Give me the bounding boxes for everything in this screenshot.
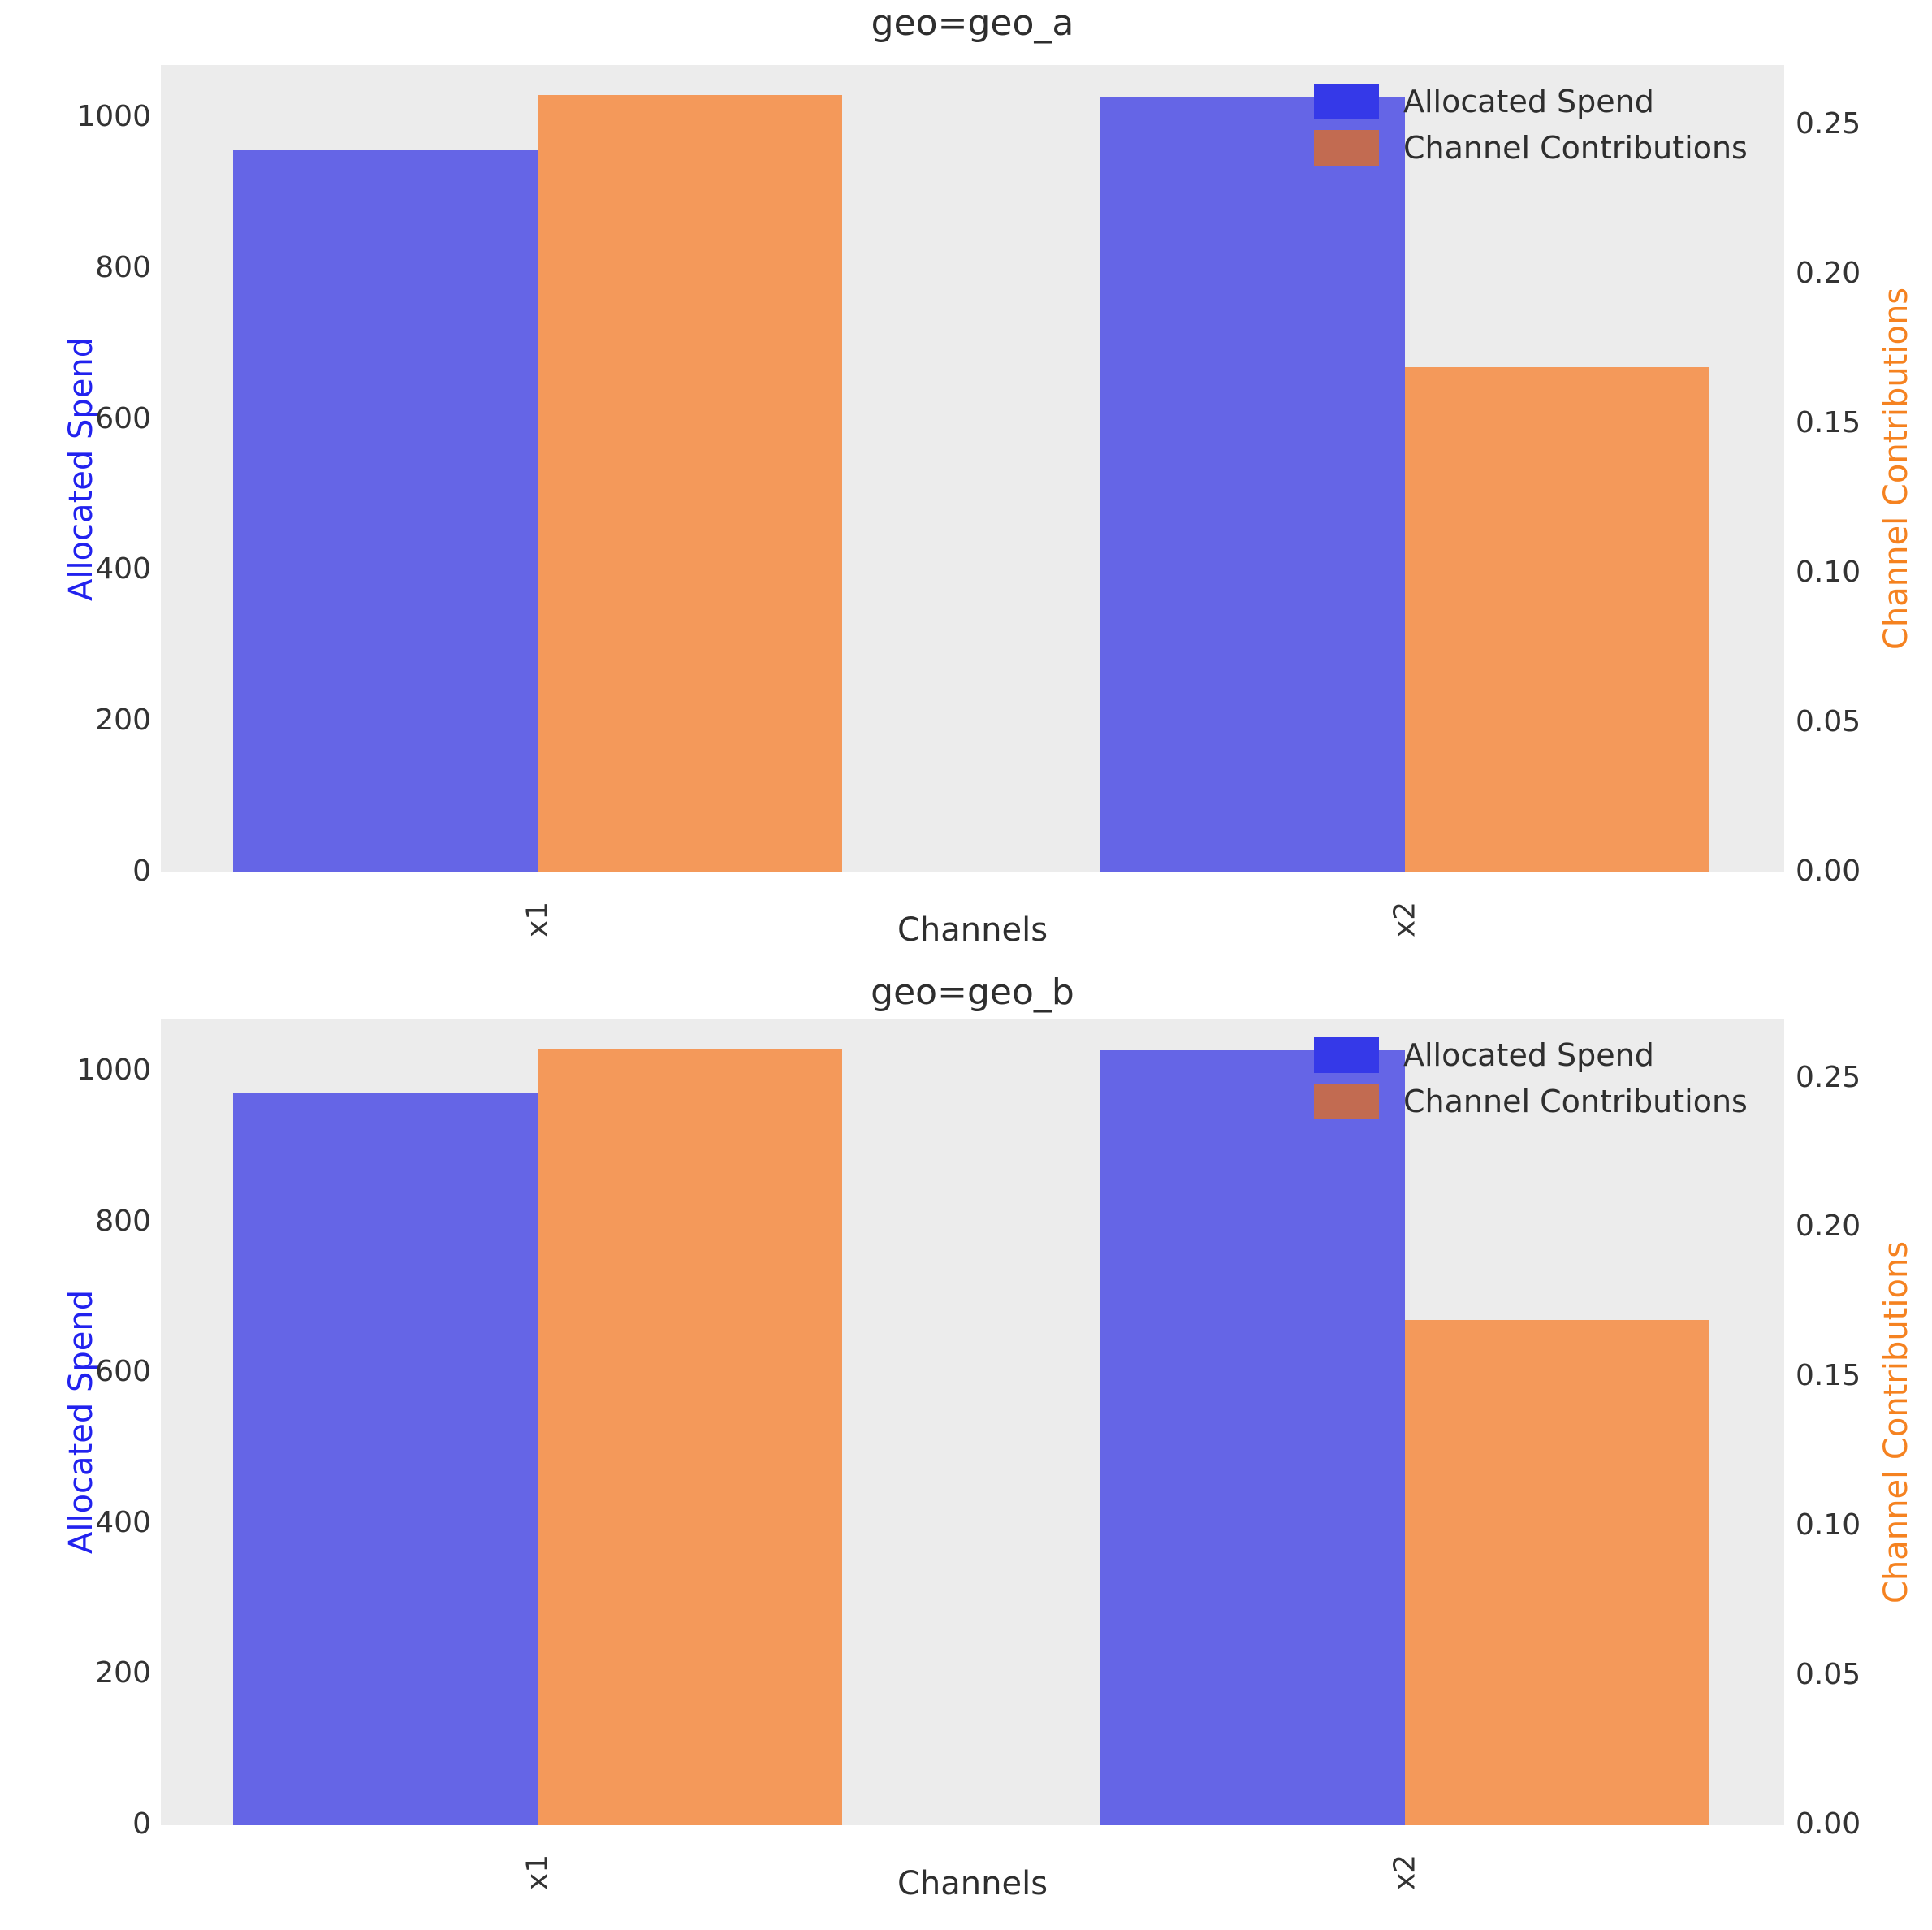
- y-tick-right: 0.15: [1796, 1359, 1861, 1393]
- y-tick-left: 600: [95, 401, 151, 435]
- chart-title-geo_b: geo=geo_b: [871, 971, 1074, 1013]
- legend-item: Allocated Spend: [1314, 1032, 1748, 1078]
- legend-swatch-allocated-spend: [1314, 83, 1379, 119]
- y-tick-right: 0.15: [1796, 405, 1861, 439]
- x-tick-x1: x1: [521, 901, 555, 938]
- y-tick-right: 0.00: [1796, 1807, 1861, 1841]
- y-tick-left: 1000: [76, 100, 151, 134]
- y-tick-right: 0.10: [1796, 555, 1861, 589]
- y-tick-right: 0.20: [1796, 1209, 1861, 1244]
- legend-label: Allocated Spend: [1403, 83, 1654, 119]
- y-tick-left: 400: [95, 552, 151, 586]
- legend: Allocated Spend Channel Contributions: [1314, 1032, 1748, 1124]
- y-tick-left: 800: [95, 1204, 151, 1238]
- y-tick-left: 600: [95, 1355, 151, 1389]
- y-axis-label-right: Channel Contributions: [1878, 287, 1915, 651]
- bar-channel-contributions-x2: [1405, 366, 1710, 872]
- chart-title-geo_a: geo=geo_a: [871, 2, 1074, 44]
- y-tick-left: 0: [132, 1807, 151, 1841]
- y-tick-right: 0.25: [1796, 1060, 1861, 1094]
- y-tick-right: 0.20: [1796, 256, 1861, 290]
- y-tick-right: 0.00: [1796, 855, 1861, 888]
- y-tick-right: 0.05: [1796, 1658, 1861, 1692]
- x-tick-x2: x2: [1388, 901, 1422, 938]
- x-axis-label: Channels: [897, 1865, 1048, 1902]
- legend-label: Channel Contributions: [1403, 129, 1748, 166]
- legend-swatch-channel-contributions: [1314, 129, 1379, 166]
- y-tick-left: 400: [95, 1505, 151, 1539]
- x-tick-x1: x1: [521, 1854, 555, 1891]
- legend-item: Channel Contributions: [1314, 1078, 1748, 1124]
- y-tick-right: 0.10: [1796, 1508, 1861, 1543]
- bar-allocated-spend-x2: [1100, 1049, 1406, 1825]
- legend: Allocated Spend Channel Contributions: [1314, 78, 1748, 171]
- y-tick-left: 800: [95, 250, 151, 284]
- legend-swatch-allocated-spend: [1314, 1036, 1379, 1073]
- bar-channel-contributions-x1: [537, 94, 842, 872]
- legend-label: Channel Contributions: [1403, 1083, 1748, 1119]
- legend-item: Channel Contributions: [1314, 124, 1748, 171]
- legend-label: Allocated Spend: [1403, 1036, 1654, 1073]
- x-tick-x2: x2: [1388, 1854, 1422, 1891]
- y-tick-left: 0: [132, 855, 151, 888]
- y-tick-right: 0.25: [1796, 106, 1861, 141]
- bar-channel-contributions-x1: [537, 1048, 842, 1825]
- y-tick-left: 200: [95, 703, 151, 738]
- bar-channel-contributions-x2: [1405, 1320, 1710, 1825]
- y-tick-left: 1000: [76, 1053, 151, 1087]
- x-axis-label: Channels: [897, 911, 1048, 949]
- legend-item: Allocated Spend: [1314, 78, 1748, 124]
- y-axis-label-left: Allocated Spend: [63, 336, 100, 601]
- y-axis-label-right: Channel Contributions: [1878, 1240, 1915, 1603]
- bar-allocated-spend-x2: [1100, 97, 1406, 872]
- bar-allocated-spend-x1: [232, 1092, 538, 1825]
- y-tick-left: 200: [95, 1656, 151, 1690]
- bar-allocated-spend-x1: [232, 149, 538, 872]
- y-axis-label-left: Allocated Spend: [63, 1289, 100, 1555]
- y-tick-right: 0.05: [1796, 704, 1861, 738]
- legend-swatch-channel-contributions: [1314, 1083, 1379, 1119]
